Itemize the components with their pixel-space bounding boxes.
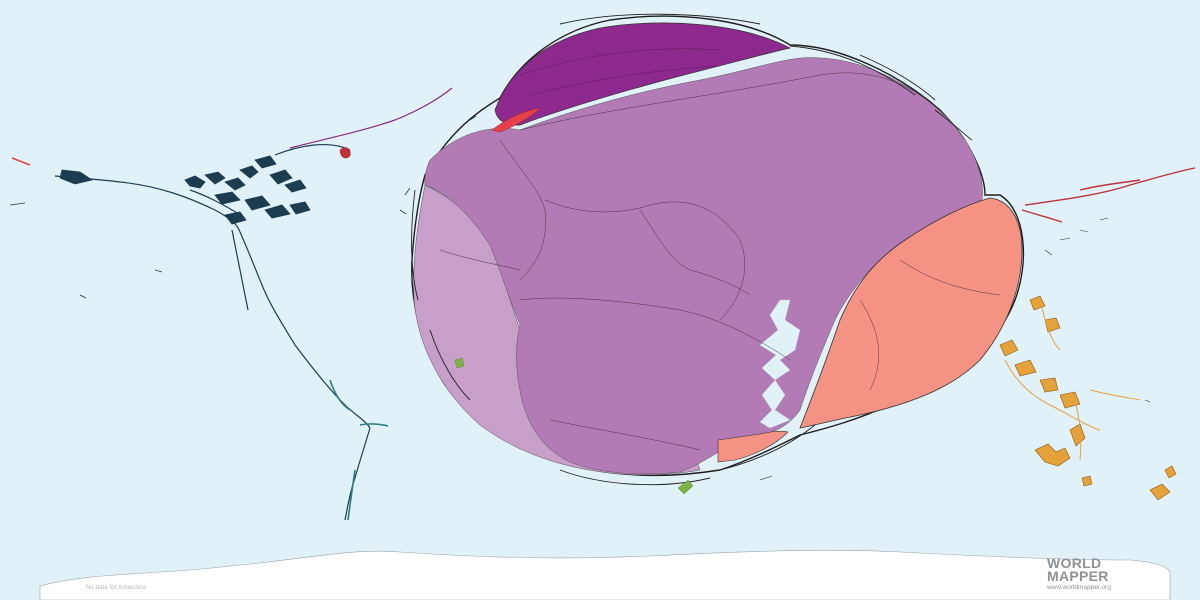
logo-url[interactable]: www.worldmapper.org	[1047, 584, 1111, 591]
east-lobe-southwest-piece	[717, 430, 789, 463]
antarctica-region	[39, 550, 1171, 600]
central-america-segment	[329, 379, 351, 411]
blob-east-lobe	[799, 197, 1023, 429]
worldmapper-logo[interactable]: WORLD MAPPER www.worldmapper.org	[1047, 555, 1129, 597]
south-america-teal	[347, 423, 389, 521]
americas-pink-tip	[339, 147, 351, 159]
oceania-islands	[999, 295, 1177, 501]
blob-top-cap	[494, 22, 792, 126]
green-fragment	[677, 479, 694, 495]
green-fragment-west	[454, 357, 465, 369]
logo-line-mapper: MAPPER	[1047, 568, 1109, 584]
inner-sea-inlet	[759, 299, 801, 429]
americas-region	[54, 144, 371, 521]
oceania-lines	[1004, 299, 1141, 461]
east-specks	[759, 217, 1151, 481]
antarctica-note: No data for Antarctica	[86, 585, 146, 591]
north-america-cluster	[59, 155, 311, 225]
west-scatter	[9, 115, 477, 299]
blob-main-body	[424, 57, 983, 475]
red-accent-north	[491, 107, 541, 133]
blob-outer-wisps	[411, 13, 973, 486]
blob-top-cap-inner-line	[519, 48, 721, 96]
americas-north-arc	[289, 87, 453, 149]
logo-line-world: WORLD	[1047, 555, 1102, 571]
east-asia-lines	[1021, 167, 1196, 223]
blob-internal-borders	[439, 72, 1001, 451]
